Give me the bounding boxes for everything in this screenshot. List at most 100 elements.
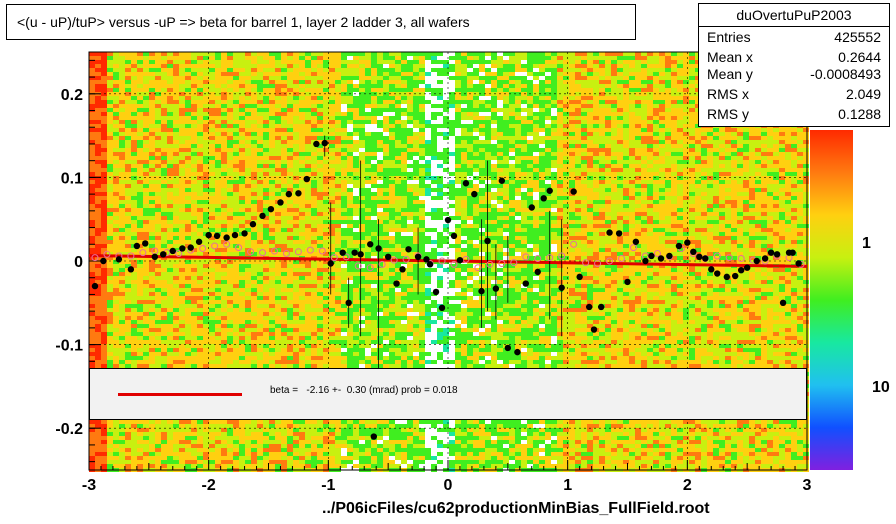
x-tick-label: -3 [82, 477, 96, 494]
filled-data-point [546, 187, 553, 194]
open-data-point [390, 256, 398, 264]
filled-data-point [213, 232, 221, 240]
open-data-point [318, 247, 326, 255]
filled-data-point [471, 190, 478, 198]
stats-row-rms-x: RMS x 2.049 [699, 84, 889, 104]
filled-data-point [586, 303, 593, 311]
z-tick-label: 10 [872, 379, 890, 396]
open-data-point [211, 242, 219, 250]
open-data-point [270, 247, 278, 255]
filled-data-point [169, 247, 176, 255]
stats-row-rms-y: RMS y 0.1288 [699, 104, 889, 124]
filled-data-point [367, 241, 374, 248]
open-data-point [606, 257, 614, 265]
axes: -3 -2 -1 0 1 2 3 -0.2 -0.1 0 0.1 0.2 1 10 [55, 59, 890, 494]
filled-data-point [773, 251, 781, 258]
open-data-point [402, 255, 410, 263]
filled-data-point [127, 266, 135, 273]
filled-data-point [522, 280, 529, 287]
filled-data-point [648, 252, 655, 260]
stats-value: -0.0008493 [810, 66, 881, 82]
filled-data-point [761, 255, 769, 262]
filled-data-point [789, 249, 796, 256]
filled-data-point [159, 251, 167, 258]
filled-data-point [606, 229, 613, 236]
y-tick-label: -0.2 [55, 421, 83, 438]
filled-data-point [426, 261, 434, 268]
filled-data-point [498, 177, 506, 184]
filled-data-point [779, 299, 787, 306]
open-data-point [629, 244, 637, 252]
filled-data-point [393, 280, 400, 287]
fit-legend-line [118, 393, 242, 396]
open-data-point [282, 249, 290, 257]
stats-row-mean-x: Mean x 0.2644 [699, 47, 889, 67]
filled-data-point [737, 266, 745, 274]
error-bars [324, 135, 563, 379]
open-data-point [354, 262, 362, 270]
stats-name: duOvertuPuP2003 [699, 4, 889, 27]
open-data-point [510, 259, 518, 267]
open-data-point [199, 244, 207, 252]
stats-key: RMS y [707, 106, 749, 122]
y-tick-label: 0 [74, 254, 83, 271]
open-data-point [498, 260, 506, 268]
open-data-point [725, 254, 733, 262]
open-data-point [91, 254, 99, 262]
open-data-point [330, 254, 338, 262]
stats-key: Entries [707, 29, 751, 45]
open-data-point [582, 259, 590, 267]
filled-data-point [259, 212, 266, 220]
fit-line [88, 254, 808, 268]
open-data-point [366, 264, 374, 272]
open-data-point [450, 260, 458, 268]
filled-data-point [534, 268, 541, 276]
filled-data-point [492, 285, 500, 292]
filled-data-point [540, 195, 547, 202]
z-tick-label: 1 [862, 235, 871, 252]
filled-data-point [231, 231, 239, 239]
filled-data-point [327, 260, 334, 267]
filled-data-point [100, 257, 107, 265]
filled-data-point [690, 248, 697, 256]
stats-key: Mean x [707, 49, 753, 65]
filled-data-point [179, 245, 186, 252]
filled-data-point [743, 264, 751, 271]
filled-data-point [450, 232, 458, 240]
filled-data-point [249, 221, 257, 228]
open-data-point [594, 260, 602, 268]
file-path-label: ../P06icFiles/cu62productionMinBias_Full… [322, 500, 710, 517]
filled-data-point [384, 253, 392, 261]
filled-data-point [195, 238, 203, 245]
open-data-point [103, 250, 111, 258]
filled-data-point [504, 344, 512, 352]
filled-data-point [753, 257, 760, 265]
filled-data-point [423, 256, 430, 263]
filled-data-point [357, 251, 364, 258]
filled-data-point [642, 257, 649, 265]
y-tick-label: -0.1 [55, 338, 83, 355]
stats-key: RMS x [707, 86, 749, 102]
filled-data-point [657, 255, 665, 262]
filled-data-point [590, 326, 598, 333]
filled-data-point [285, 190, 293, 198]
open-data-point [522, 253, 530, 261]
filled-data-point [142, 240, 149, 247]
filled-data-point [339, 249, 346, 256]
filled-data-point [478, 287, 485, 295]
filled-data-point [696, 253, 703, 261]
filled-data-point [267, 205, 275, 213]
filled-data-point [133, 242, 141, 250]
filled-data-point [615, 230, 623, 237]
filled-data-point [558, 284, 565, 291]
filled-data-point [303, 175, 310, 183]
fit-legend-text: beta = -2.16 +- 0.30 (mrad) prob = 0.018 [270, 385, 458, 396]
open-data-point [534, 254, 542, 262]
open-data-point [175, 249, 183, 257]
open-data-point [139, 249, 147, 257]
filled-data-point [277, 199, 284, 206]
filled-data-point [151, 253, 159, 261]
filled-data-point [375, 245, 382, 252]
fit-legend: beta = -2.16 +- 0.30 (mrad) prob = 0.018 [89, 368, 807, 420]
filled-data-point [708, 266, 715, 273]
